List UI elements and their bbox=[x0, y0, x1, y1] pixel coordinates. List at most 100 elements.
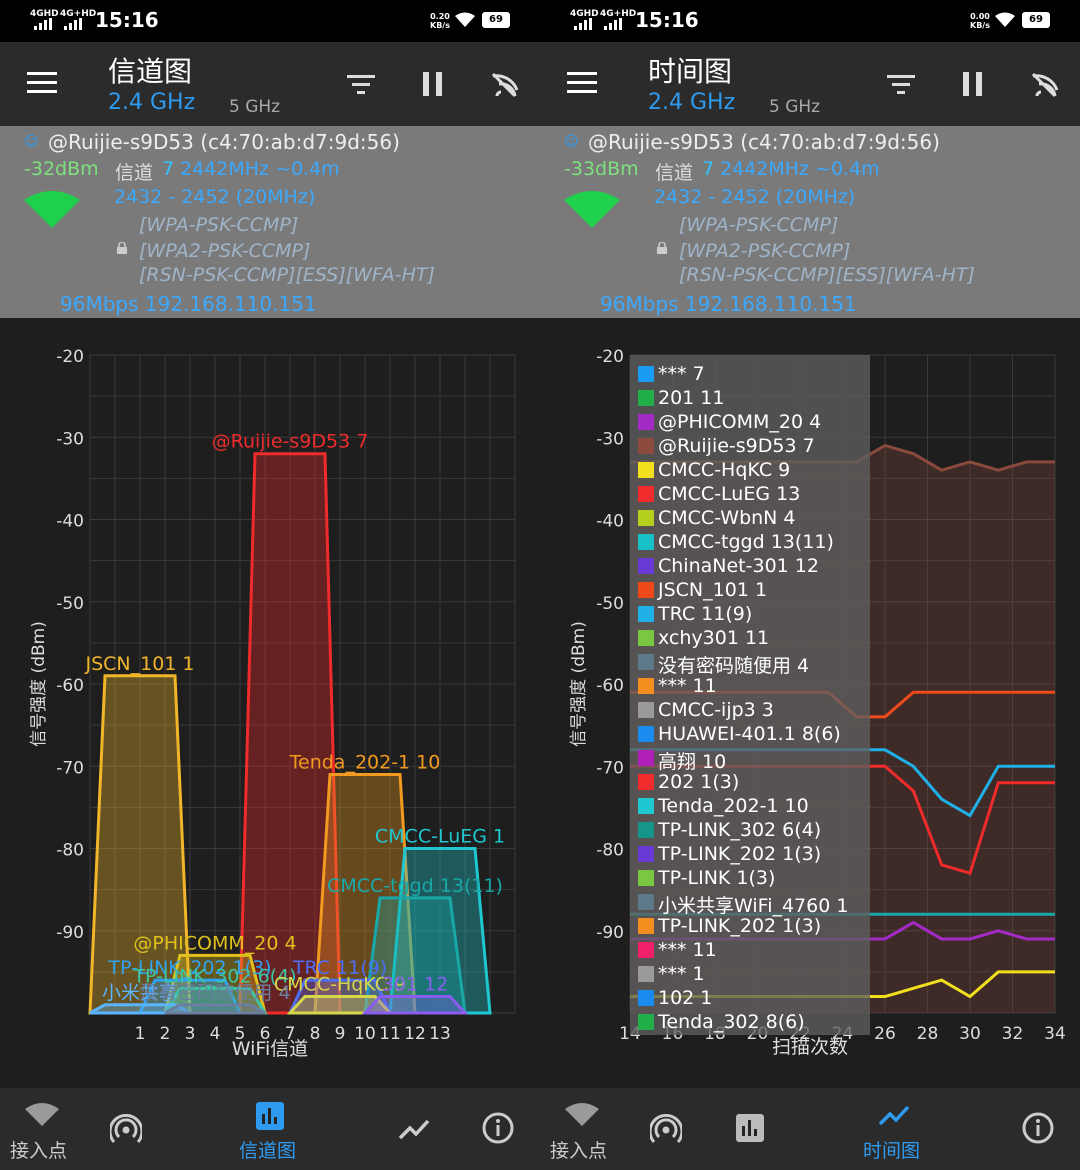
cell-signal-icon bbox=[34, 18, 54, 30]
ap-channel-label: 信道 bbox=[655, 162, 694, 184]
y-axis-label: 信号强度 (dBm) bbox=[569, 621, 589, 747]
ap-range: 2432 - 2452 (20MHz) bbox=[114, 186, 316, 208]
wifi-status-icon bbox=[995, 12, 1015, 27]
legend-label: 202 1(3) bbox=[658, 771, 740, 793]
nav-access-points[interactable]: 接入点 bbox=[550, 1140, 608, 1162]
channel-graph-icon[interactable] bbox=[256, 1102, 284, 1130]
smile-icon: ☺ bbox=[24, 134, 39, 150]
y-tick-label: -70 bbox=[56, 758, 84, 778]
network-type-2: 4G+HD bbox=[600, 9, 637, 19]
legend-swatch bbox=[638, 510, 654, 526]
data-rate: 0.20 KB/s bbox=[430, 12, 450, 30]
legend-swatch bbox=[638, 582, 654, 598]
y-axis-label: 信号强度 (dBm) bbox=[29, 621, 49, 747]
access-point-icon[interactable] bbox=[565, 1102, 599, 1128]
info-icon[interactable] bbox=[482, 1112, 514, 1144]
ap-security-1: [WPA-PSK-CCMP] bbox=[679, 214, 839, 236]
pause-icon[interactable] bbox=[423, 72, 443, 96]
legend-label: 高翔 10 bbox=[658, 751, 727, 773]
time-graph-icon[interactable] bbox=[398, 1118, 430, 1140]
x-tick-label: 8 bbox=[310, 1024, 321, 1044]
scan-toggle-icon[interactable] bbox=[489, 70, 519, 100]
legend-swatch bbox=[638, 822, 654, 838]
nav-time-graph[interactable]: 时间图 bbox=[863, 1140, 921, 1162]
ap-frequency: 2442MHz ~0.4m bbox=[180, 158, 340, 180]
series-label: @Ruijie-s9D53 7 bbox=[212, 431, 369, 453]
cell-signal-icon bbox=[574, 18, 594, 30]
y-tick-label: -30 bbox=[596, 429, 624, 449]
legend-swatch bbox=[638, 534, 654, 550]
legend-swatch bbox=[638, 606, 654, 622]
nav-channel-graph[interactable]: 信道图 bbox=[239, 1140, 297, 1162]
band-tab-2-4ghz[interactable]: 2.4 GHz bbox=[108, 90, 196, 115]
ap-security-3: [RSN-PSK-CCMP][ESS][WFA-HT] bbox=[139, 264, 435, 286]
series-label: 301 12 bbox=[382, 974, 448, 996]
connected-ap-panel[interactable]: ☺ @Ruijie-s9D53 (c4:70:ab:d7:9d:56) -33d… bbox=[540, 126, 1080, 318]
legend-label: TP-LINK 1(3) bbox=[658, 867, 776, 889]
access-point-icon[interactable] bbox=[25, 1102, 59, 1128]
ap-ssid: @Ruijie-s9D53 (c4:70:ab:d7:9d:56) bbox=[588, 130, 940, 154]
radar-icon[interactable] bbox=[110, 1114, 142, 1146]
ap-security-2: [WPA2-PSK-CCMP] bbox=[679, 240, 851, 262]
band-tab-2-4ghz[interactable]: 2.4 GHz bbox=[648, 90, 736, 115]
legend-label: HUAWEI-401.1 8(6) bbox=[658, 723, 841, 745]
channel-trapezoid bbox=[164, 1003, 266, 1015]
legend-label: 201 11 bbox=[658, 387, 725, 409]
ap-channel: 7 bbox=[702, 158, 715, 180]
ap-security-1: [WPA-PSK-CCMP] bbox=[139, 214, 299, 236]
legend-label: @PHICOMM_20 4 bbox=[658, 411, 822, 433]
pause-icon[interactable] bbox=[963, 72, 983, 96]
menu-icon[interactable] bbox=[567, 72, 597, 94]
legend-swatch bbox=[638, 678, 654, 694]
y-tick-label: -30 bbox=[56, 429, 84, 449]
radar-icon[interactable] bbox=[650, 1114, 682, 1146]
band-tab-5ghz[interactable]: 5 GHz bbox=[229, 97, 281, 117]
filter-icon[interactable] bbox=[347, 75, 375, 95]
legend-swatch bbox=[638, 750, 654, 766]
left-screen: 4GHD 4G+HD 15:16 0.20 KB/s 69 信道图 2.4 GH… bbox=[0, 0, 540, 1170]
legend-label: 102 1 bbox=[658, 987, 713, 1009]
legend-label: *** 11 bbox=[658, 675, 717, 697]
wifi-strength-icon bbox=[564, 191, 620, 228]
cell-signal-icon-2 bbox=[604, 18, 624, 30]
page-title: 信道图 bbox=[108, 55, 193, 88]
channel-trapezoid bbox=[361, 995, 469, 1015]
legend-swatch bbox=[638, 630, 654, 646]
connected-ap-panel[interactable]: ☺ @Ruijie-s9D53 (c4:70:ab:d7:9d:56) -32d… bbox=[0, 126, 540, 318]
legend-swatch bbox=[638, 966, 654, 982]
y-tick-label: -40 bbox=[596, 512, 624, 532]
ap-speed-ip: 96Mbps 192.168.110.151 bbox=[600, 292, 857, 316]
legend-swatch bbox=[638, 702, 654, 718]
x-tick-label: 3 bbox=[185, 1024, 196, 1044]
nav-access-points[interactable]: 接入点 bbox=[10, 1140, 68, 1162]
channel-graph: -20 -30 -40 -50 -60 -70 -80 -90 1 2 3 4 5 6 7 8 9 10 11 12 1… bbox=[0, 318, 540, 1088]
legend-swatch bbox=[638, 846, 654, 862]
filter-icon[interactable] bbox=[887, 75, 915, 95]
series-label: CMCC-LuEG 1 bbox=[375, 826, 505, 848]
menu-icon[interactable] bbox=[27, 72, 57, 94]
time-graph-icon[interactable] bbox=[878, 1104, 910, 1126]
ap-channel-label: 信道 bbox=[115, 162, 154, 184]
y-tick-label: -20 bbox=[56, 347, 84, 367]
scan-toggle-icon[interactable] bbox=[1029, 70, 1059, 100]
series-label: Tenda_202-1 10 bbox=[289, 751, 441, 773]
x-tick-label: 13 bbox=[429, 1024, 451, 1044]
legend-swatch bbox=[638, 414, 654, 430]
band-tab-5ghz[interactable]: 5 GHz bbox=[769, 97, 821, 117]
legend-label: TP-LINK_202 1(3) bbox=[658, 843, 822, 865]
legend-label: *** 11 bbox=[658, 939, 717, 961]
series-label: 没有密码随便用 4 bbox=[139, 982, 290, 1004]
legend-swatch bbox=[638, 798, 654, 814]
info-icon[interactable] bbox=[1022, 1112, 1054, 1144]
legend-swatch bbox=[638, 438, 654, 454]
x-tick-label: 2 bbox=[160, 1024, 171, 1044]
channel-chart: -20-30-40-50-60-70-80-901 2 3 4 5 6 7 8 9 10 11 12 1… bbox=[29, 347, 516, 1060]
x-tick-label: 30 bbox=[959, 1024, 981, 1044]
channel-graph-icon[interactable] bbox=[736, 1114, 764, 1142]
y-tick-label: -20 bbox=[596, 347, 624, 367]
smile-icon: ☺ bbox=[564, 134, 579, 150]
legend-swatch bbox=[638, 462, 654, 478]
bottom-nav: 接入点 信道图 bbox=[0, 1088, 540, 1170]
legend-swatch bbox=[638, 1014, 654, 1030]
battery-icon: 69 bbox=[1022, 12, 1050, 28]
